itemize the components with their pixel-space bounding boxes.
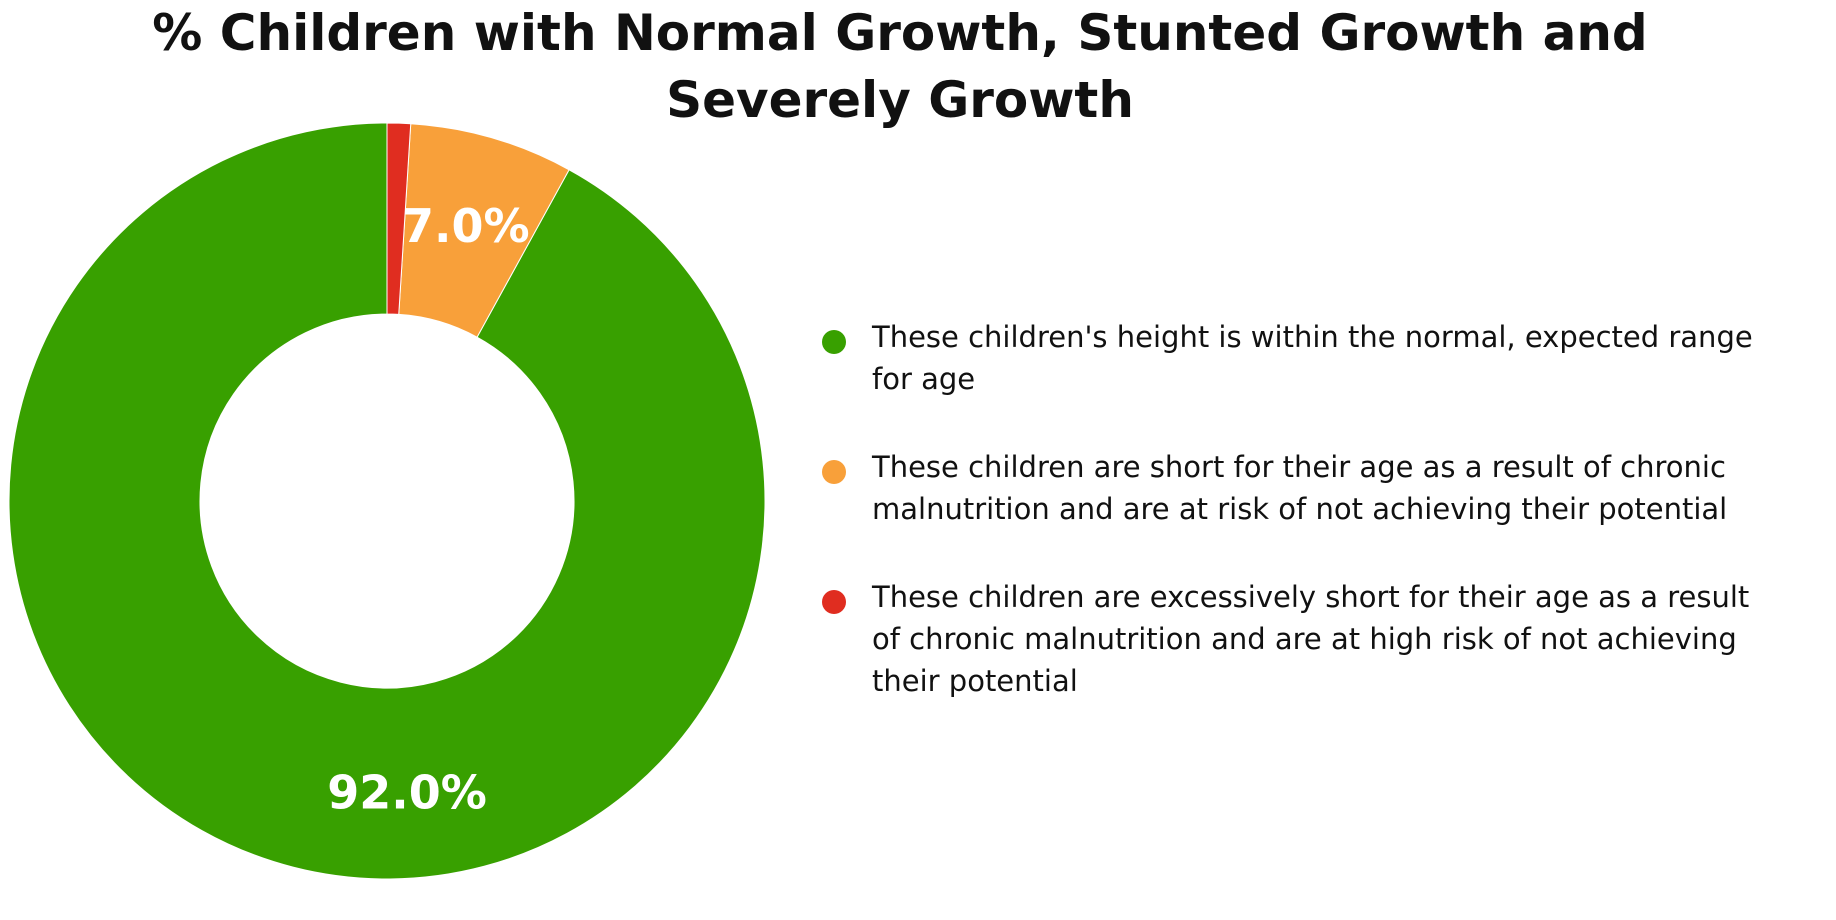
donut-slice-severe	[386, 122, 412, 315]
legend-label-severe: These children are excessively short for…	[872, 580, 1750, 698]
data-label-stunted: 7.0%	[402, 199, 530, 253]
legend-item-stunted: These children are short for their age a…	[820, 446, 1780, 530]
chart-title: % Children with Normal Growth, Stunted G…	[0, 0, 1800, 134]
donut-chart: 92.0% 7.0%	[8, 122, 766, 880]
legend-item-severe: These children are excessively short for…	[820, 576, 1780, 702]
legend-dot-severe	[822, 590, 846, 614]
donut-slice-normal	[8, 122, 766, 880]
legend-label-stunted: These children are short for their age a…	[872, 450, 1728, 526]
legend-dot-stunted	[822, 460, 846, 484]
legend: These children's height is within the no…	[820, 316, 1780, 748]
legend-label-normal: These children's height is within the no…	[872, 320, 1753, 396]
legend-dot-normal	[822, 330, 846, 354]
chart-title-line-1: % Children with Normal Growth, Stunted G…	[152, 4, 1648, 62]
data-label-normal: 92.0%	[327, 766, 487, 820]
chart-title-line-2: Severely Growth	[666, 71, 1134, 129]
legend-item-normal: These children's height is within the no…	[820, 316, 1780, 400]
